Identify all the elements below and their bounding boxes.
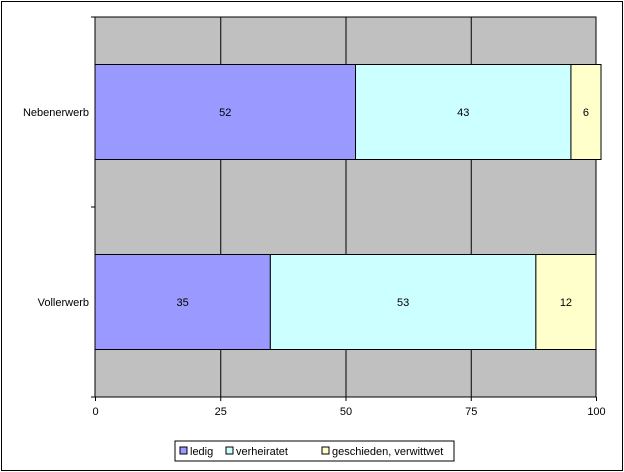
data-label: 12: [560, 297, 572, 309]
x-tick-label: 100: [587, 406, 605, 418]
legend-label-3: geschieden, verwittwet: [332, 446, 443, 458]
legend-swatch-2: [225, 446, 234, 455]
bar-vollerwerb-2: [269, 254, 537, 350]
bar-nebenerwerb-1: [94, 64, 357, 160]
category-label: Vollerwerb: [38, 297, 89, 309]
x-tick-label: 75: [465, 406, 477, 418]
x-tick-label: 0: [92, 406, 98, 418]
x-tick-label: 50: [340, 406, 352, 418]
legend: [174, 440, 455, 462]
legend-swatch-3: [321, 446, 330, 455]
x-tick-label: 25: [215, 406, 227, 418]
legend-label-1: ledig: [190, 446, 213, 458]
legend-swatch-1: [179, 446, 188, 455]
data-label: 35: [177, 297, 189, 309]
data-label: 52: [219, 107, 231, 119]
data-label: 6: [583, 107, 589, 119]
bar-vollerwerb-1: [94, 254, 271, 350]
bar-vollerwerb-3: [535, 254, 597, 350]
legend-label-2: verheiratet: [236, 446, 288, 458]
data-label: 43: [457, 107, 469, 119]
bar-nebenerwerb-3: [570, 64, 602, 160]
data-label: 53: [397, 297, 409, 309]
bar-nebenerwerb-2: [355, 64, 572, 160]
category-label: Nebenerwerb: [23, 107, 89, 119]
